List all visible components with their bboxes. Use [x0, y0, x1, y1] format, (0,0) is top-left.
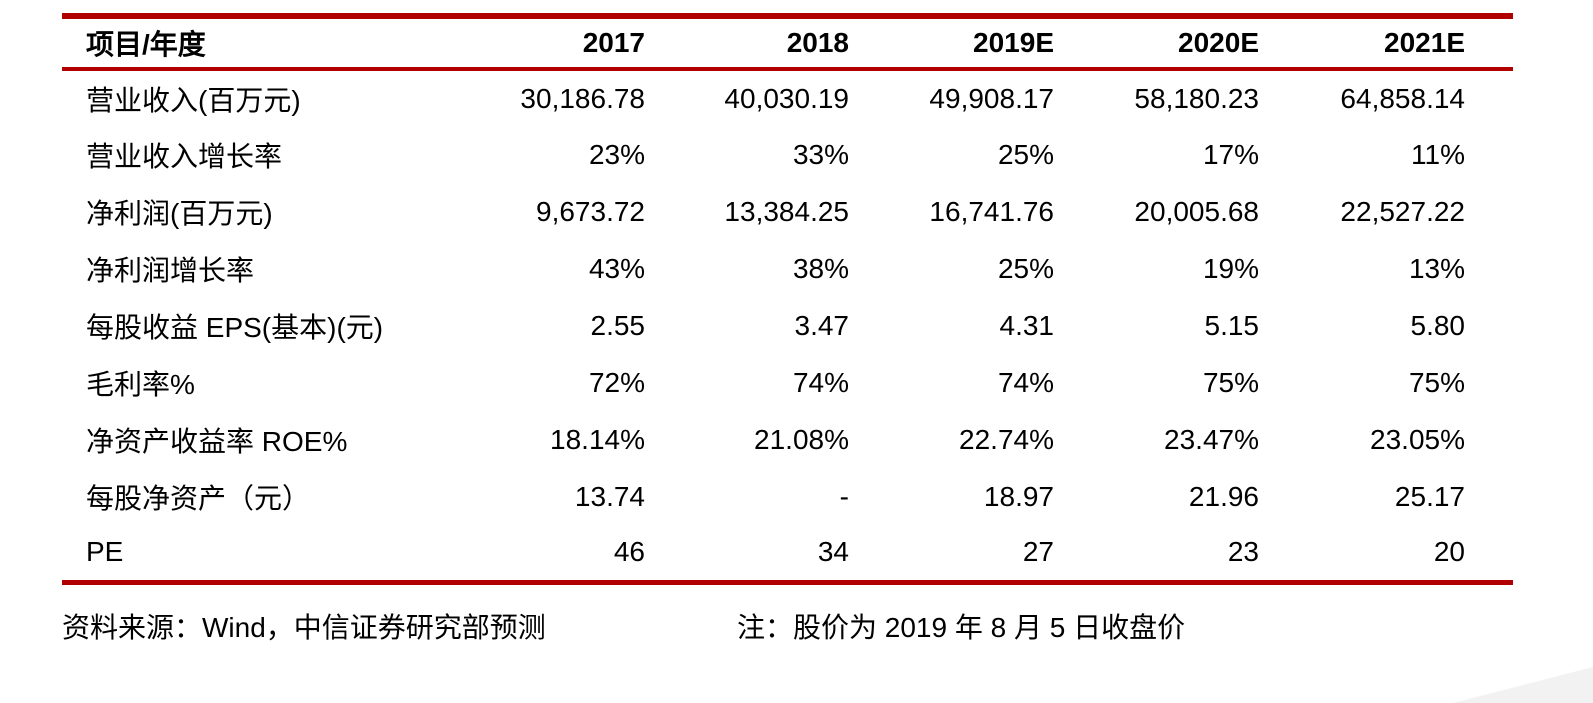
table-cell: 25% — [997, 252, 1054, 284]
table-cell: 9,673.72 — [536, 195, 645, 227]
table-cell: 18.97 — [983, 480, 1054, 512]
table-header-row: 项目/年度 2017 2018 2019E 2020E 2021E — [62, 16, 1513, 71]
row-label: 每股收益 EPS(基本)(元) — [86, 311, 384, 343]
table-cell: 72% — [588, 366, 645, 398]
table-cell: 20,005.68 — [1134, 195, 1259, 227]
price-date-note: 注：股价为 2019 年 8 月 5 日收盘价 — [737, 612, 1186, 643]
row-label: 净利润(百万元) — [86, 197, 273, 229]
table-row-revenue: 营业收入(百万元) 30,186.78 40,030.19 49,908.17 … — [62, 69, 1513, 126]
table-cell: 75% — [1408, 366, 1465, 398]
table-cell: 13,384.25 — [724, 195, 849, 227]
row-label: 毛利率% — [86, 368, 195, 400]
table-row-pe: PE 46 34 27 23 20 — [62, 525, 1513, 582]
table-cell: 3.47 — [794, 309, 850, 341]
table-cell: 34 — [817, 536, 849, 568]
table-cell: 13.74 — [574, 480, 645, 512]
table-row-bvps: 每股净资产（元） 13.74 - 18.97 21.96 25.17 — [62, 468, 1513, 525]
table-row-roe: 净资产收益率 ROE% 18.14% 21.08% 22.74% 23.47% … — [62, 411, 1513, 468]
table-cell: 38% — [792, 252, 849, 284]
source-attribution: 资料来源：Wind，中信证券研究部预测 — [62, 612, 546, 643]
table-cell: 33% — [792, 138, 849, 170]
table-footer: 资料来源：Wind，中信证券研究部预测 注：股价为 2019 年 8 月 5 日… — [62, 606, 1513, 646]
table-cell: 22,527.22 — [1340, 195, 1465, 227]
table-row-net-profit-growth: 净利润增长率 43% 38% 25% 19% 13% — [62, 240, 1513, 297]
table-cell: 23.05% — [1370, 423, 1465, 455]
row-label: 营业收入增长率 — [86, 140, 283, 172]
column-header-2020e: 2020E — [1055, 16, 1260, 71]
table-cell: 49,908.17 — [929, 82, 1054, 114]
table-cell: 30,186.78 — [520, 82, 645, 114]
financial-summary-table: 项目/年度 2017 2018 2019E 2020E 2021E 营业收入(百… — [62, 13, 1513, 585]
table-cell: 64,858.14 — [1340, 82, 1465, 114]
table-cell: 2.55 — [590, 309, 646, 341]
column-header-item: 项目/年度 — [62, 16, 442, 71]
table-cell: 13% — [1408, 252, 1465, 284]
table-cell: 75% — [1202, 366, 1259, 398]
row-label: 每股净资产（元） — [86, 482, 311, 514]
table-cell: 40,030.19 — [724, 82, 849, 114]
table-row-net-profit: 净利润(百万元) 9,673.72 13,384.25 16,741.76 20… — [62, 183, 1513, 240]
column-header-2017: 2017 — [442, 16, 646, 71]
row-label: PE — [86, 536, 124, 568]
table-row-eps: 每股收益 EPS(基本)(元) 2.55 3.47 4.31 5.15 5.80 — [62, 297, 1513, 354]
table-cell: 4.31 — [999, 309, 1055, 341]
table-cell: 19% — [1202, 252, 1259, 284]
page-corner-decoration — [1453, 667, 1593, 703]
table-cell: 43% — [588, 252, 645, 284]
row-label: 净利润增长率 — [86, 254, 255, 286]
row-label: 净资产收益率 ROE% — [86, 425, 348, 457]
row-label: 营业收入(百万元) — [86, 84, 301, 116]
table-cell: 23 — [1227, 536, 1259, 568]
table-row-revenue-growth: 营业收入增长率 23% 33% 25% 17% 11% — [62, 126, 1513, 183]
table-cell: 46 — [613, 536, 645, 568]
table-cell: 5.15 — [1204, 309, 1260, 341]
table-cell: 23% — [588, 138, 645, 170]
table-cell: 23.47% — [1164, 423, 1259, 455]
table-cell: 16,741.76 — [929, 195, 1054, 227]
table-cell: 21.08% — [754, 423, 849, 455]
column-header-2021e: 2021E — [1260, 16, 1513, 71]
table-cell: 18.14% — [550, 423, 645, 455]
table-cell: 21.96 — [1188, 480, 1259, 512]
table-cell: 17% — [1202, 138, 1259, 170]
financial-table: 项目/年度 2017 2018 2019E 2020E 2021E 营业收入(百… — [62, 13, 1513, 585]
table-row-gross-margin: 毛利率% 72% 74% 74% 75% 75% — [62, 354, 1513, 411]
table-cell: 20 — [1433, 536, 1465, 568]
table-cell: 22.74% — [959, 423, 1054, 455]
table-cell: 27 — [1022, 536, 1054, 568]
table-cell: 25.17 — [1394, 480, 1465, 512]
table-cell: 11% — [1411, 138, 1465, 170]
table-cell: 25% — [997, 138, 1054, 170]
table-cell: 74% — [792, 366, 849, 398]
column-header-2018: 2018 — [646, 16, 850, 71]
table-cell: 58,180.23 — [1134, 82, 1259, 114]
table-cell: - — [839, 480, 849, 512]
column-header-2019e: 2019E — [850, 16, 1055, 71]
table-cell: 74% — [997, 366, 1054, 398]
table-cell: 5.80 — [1410, 309, 1466, 341]
